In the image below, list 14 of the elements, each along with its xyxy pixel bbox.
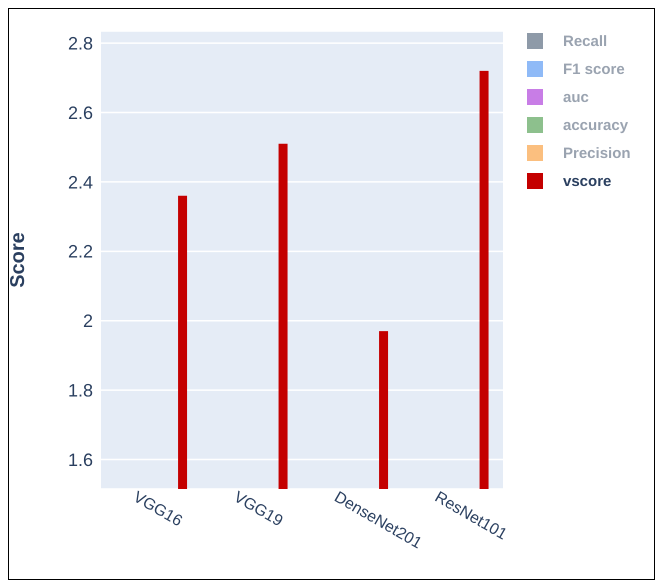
legend-label: Precision <box>563 144 631 162</box>
legend-label: F1 score <box>563 60 625 78</box>
y-tick-label: 1.6 <box>68 450 93 470</box>
y-axis-title: Score <box>7 232 30 288</box>
y-tick-label: 2.2 <box>68 242 93 262</box>
legend-label: auc <box>563 88 589 106</box>
legend-label: accuracy <box>563 116 628 134</box>
legend-label: vscore <box>563 172 612 190</box>
legend-label: Recall <box>563 32 608 50</box>
y-tick-label: 2 <box>82 311 93 332</box>
y-tick-label: 2.8 <box>68 34 93 54</box>
y-tick-label: 2.4 <box>68 172 93 192</box>
y-tick-label: 2.6 <box>68 102 93 123</box>
y-tick-label: 1.8 <box>68 380 93 401</box>
